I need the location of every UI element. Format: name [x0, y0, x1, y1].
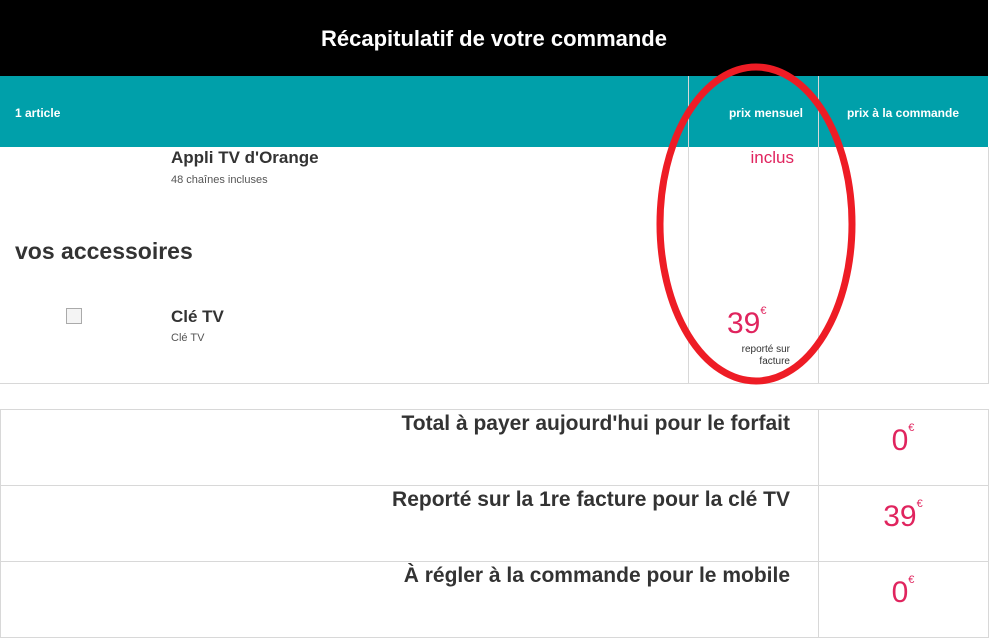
summary-label: Reporté sur la 1re facture pour la clé T… [392, 488, 790, 511]
accessories-title: vos accessoires [15, 238, 193, 264]
divider [988, 147, 989, 383]
divider [818, 76, 819, 383]
order-price-header: prix à la commande [846, 106, 960, 120]
item-monthly-price: 39€ [727, 305, 767, 341]
item-name: Clé TV [171, 307, 224, 326]
price-note: reporté sur facture [741, 344, 790, 367]
divider [0, 383, 989, 384]
divider [688, 76, 689, 383]
item-description: Clé TV [171, 332, 205, 344]
item-name: Appli TV d'Orange [171, 148, 319, 167]
summary-value: 39€ [883, 498, 923, 533]
summary-label: Total à payer aujourd'hui pour le forfai… [401, 412, 790, 435]
broken-image-icon [66, 308, 82, 324]
price-value: 39 [727, 307, 761, 340]
summary-label: À régler à la commande pour le mobile [403, 564, 790, 587]
summary-value: 0€ [891, 422, 915, 457]
currency: € [760, 305, 767, 317]
summary-value: 0€ [891, 574, 915, 609]
monthly-price-header: prix mensuel [728, 106, 803, 120]
item-monthly-price: inclus [750, 148, 794, 167]
page-title: Récapitulatif de votre commande [0, 0, 988, 76]
articles-count: 1 article [15, 106, 61, 120]
item-description: 48 chaînes incluses [171, 174, 268, 186]
